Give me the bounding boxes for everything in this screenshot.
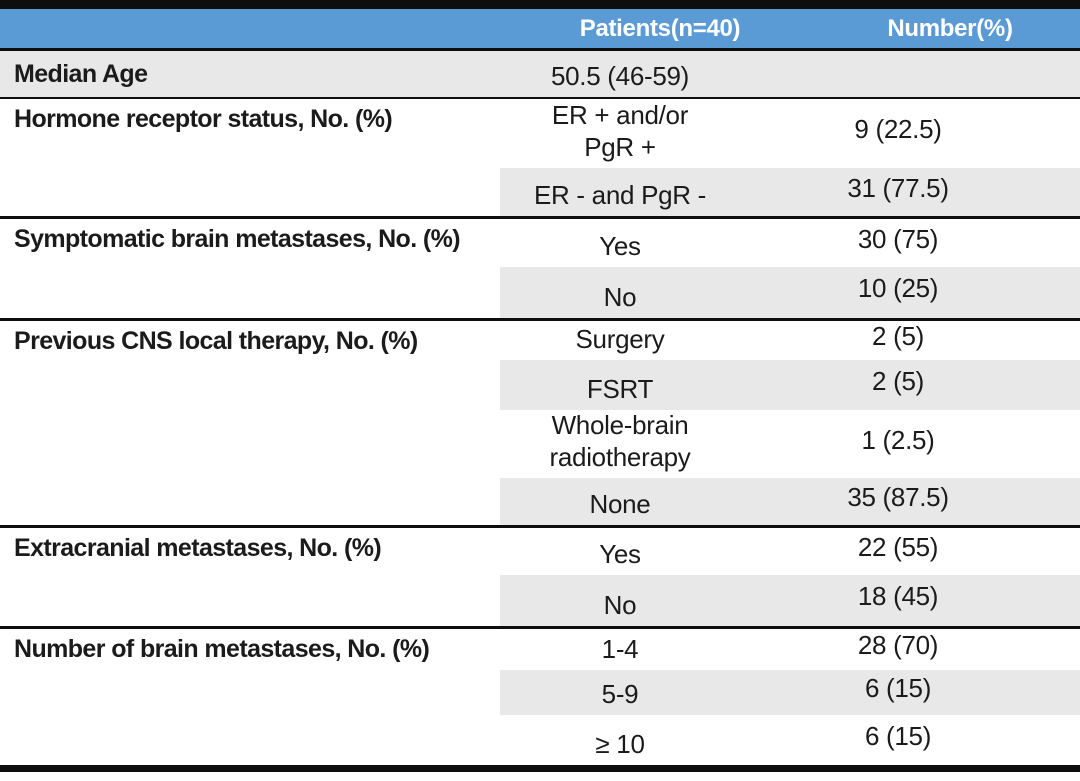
table-row: Surgery 2 (5)	[500, 321, 1080, 360]
category-cell: FSRT	[586, 374, 654, 404]
count-cell: 35 (87.5)	[847, 482, 949, 512]
table-row: 50.5 (46-59)	[500, 51, 1080, 97]
table-row: None 35 (87.5)	[500, 478, 1080, 525]
count-cell: 2 (5)	[872, 365, 924, 396]
category-cell: ER - and PgR -	[533, 180, 707, 210]
table-row: ≥ 10 6 (15)	[500, 715, 1080, 765]
table-row: No 10 (25)	[500, 267, 1080, 318]
table-row: Yes 30 (75)	[500, 219, 1080, 267]
table-row: ER - and PgR - 31 (77.5)	[500, 168, 1080, 216]
count-cell: 10 (25)	[857, 273, 939, 303]
row-label: Number of brain metastases, No. (%)	[14, 635, 430, 663]
category-cell: No	[603, 282, 637, 312]
count-cell: 30 (75)	[857, 223, 939, 254]
category-cell: 5-9	[601, 679, 639, 709]
section-rows: 1-4 28 (70) 5-9 6 (15) ≥ 10 6 (15)	[500, 629, 1080, 765]
row-label: Extracranial metastases, No. (%)	[14, 534, 382, 562]
table-row: Yes 22 (55)	[500, 528, 1080, 575]
section-rows: Yes 22 (55) No 18 (45)	[500, 528, 1080, 626]
category-cell: None	[589, 489, 651, 519]
table-row: 5-9 6 (15)	[500, 670, 1080, 715]
table-header-row: Patients(n=40) Number(%)	[0, 9, 1080, 51]
table-section: Median Age 50.5 (46-59)	[0, 51, 1080, 97]
table-section: Extracranial metastases, No. (%) Yes 22 (5…	[0, 525, 1080, 626]
count-cell: 28 (70)	[857, 630, 939, 660]
count-cell: 22 (55)	[857, 532, 939, 562]
category-cell: Whole-brain radiotherapy	[549, 410, 691, 472]
category-cell: Yes	[599, 539, 641, 569]
table-bottom-border	[0, 765, 1080, 772]
column-header-patients: Patients(n=40)	[579, 14, 741, 42]
section-rows: Surgery 2 (5) FSRT 2 (5) Whole-brain radioth…	[500, 321, 1080, 525]
count-cell: 6 (15)	[864, 720, 932, 751]
header-empty-cell	[0, 9, 500, 48]
row-label: Symptomatic brain metastases, No. (%)	[14, 225, 461, 253]
table-row: ER + and/or PgR + 9 (22.5)	[500, 99, 1080, 168]
section-rows: Yes 30 (75) No 10 (25)	[500, 219, 1080, 318]
table-row: No 18 (45)	[500, 575, 1080, 626]
table-section: Number of brain metastases, No. (%) 1-4 28…	[0, 626, 1080, 765]
count-cell: 1 (2.5)	[861, 424, 935, 455]
table-row: 1-4 28 (70)	[500, 629, 1080, 670]
table-section: Symptomatic brain metastases, No. (%) Yes…	[0, 216, 1080, 318]
count-cell: 6 (15)	[864, 673, 932, 703]
category-cell: ≥ 10	[595, 729, 645, 759]
count-cell: 9 (22.5)	[854, 114, 942, 144]
table-section: Previous CNS local therapy, No. (%) Surge…	[0, 318, 1080, 525]
category-cell: 50.5 (46-59)	[550, 61, 690, 91]
table-row: FSRT 2 (5)	[500, 360, 1080, 410]
section-rows: ER + and/or PgR + 9 (22.5) ER - and PgR - 3…	[500, 99, 1080, 216]
row-label: Median Age	[14, 60, 148, 88]
count-cell: 18 (45)	[857, 581, 939, 611]
table-section: Hormone receptor status, No. (%) ER + and…	[0, 97, 1080, 216]
count-cell: 31 (77.5)	[847, 172, 949, 203]
column-header-number: Number(%)	[887, 14, 1013, 42]
category-cell: ER + and/or PgR +	[551, 100, 689, 162]
table-top-border	[0, 0, 1080, 9]
category-cell: Yes	[599, 231, 641, 261]
category-cell: No	[603, 590, 637, 620]
table-body: Median Age 50.5 (46-59) Hormone receptor s…	[0, 51, 1080, 765]
table-row: Whole-brain radiotherapy 1 (2.5)	[500, 410, 1080, 478]
count-cell: 2 (5)	[872, 321, 924, 351]
count-cell	[740, 51, 1080, 97]
row-label: Previous CNS local therapy, No. (%)	[14, 327, 418, 355]
category-cell: 1-4	[601, 634, 639, 664]
section-rows: 50.5 (46-59)	[500, 51, 1080, 97]
category-cell: Surgery	[575, 324, 665, 354]
row-label: Hormone receptor status, No. (%)	[14, 105, 393, 133]
